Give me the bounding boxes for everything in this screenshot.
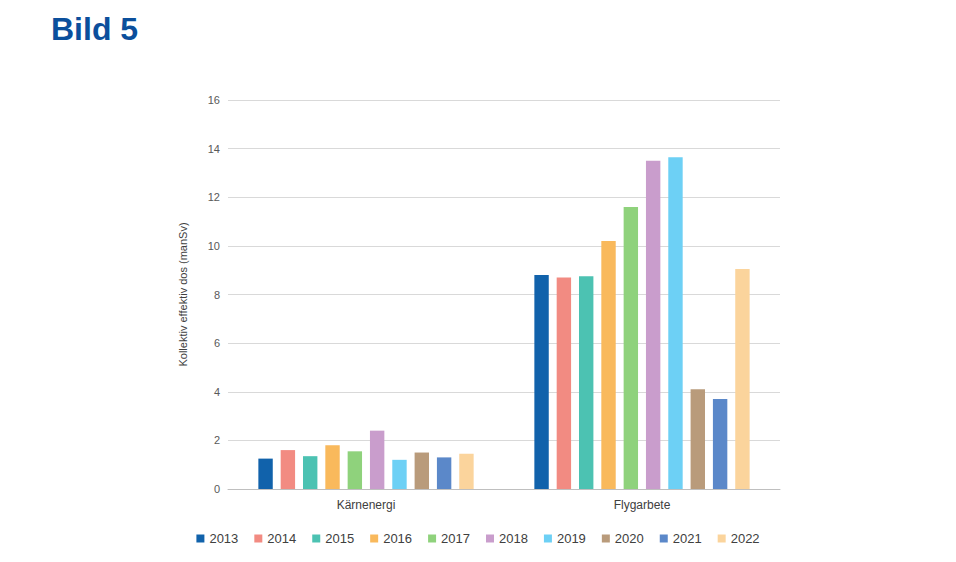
svg-text:Bild 5: Bild 5 (51, 11, 138, 47)
svg-text:10: 10 (208, 240, 220, 252)
svg-text:Kärnenergi: Kärnenergi (337, 498, 396, 512)
svg-text:2019: 2019 (557, 531, 586, 546)
svg-text:2020: 2020 (615, 531, 644, 546)
svg-text:6: 6 (214, 337, 220, 349)
svg-text:16: 16 (208, 94, 220, 106)
svg-text:2018: 2018 (499, 531, 528, 546)
svg-text:4: 4 (214, 386, 220, 398)
svg-text:14: 14 (208, 143, 220, 155)
svg-text:2021: 2021 (673, 531, 702, 546)
svg-text:2014: 2014 (267, 531, 296, 546)
svg-text:2015: 2015 (325, 531, 354, 546)
svg-text:0: 0 (214, 483, 220, 495)
svg-text:8: 8 (214, 289, 220, 301)
svg-text:2013: 2013 (209, 531, 238, 546)
svg-text:Flygarbete: Flygarbete (614, 498, 671, 512)
svg-text:2: 2 (214, 434, 220, 446)
svg-text:2016: 2016 (383, 531, 412, 546)
svg-text:12: 12 (208, 191, 220, 203)
svg-text:2022: 2022 (731, 531, 760, 546)
svg-text:Kollektiv effektiv dos (manSv): Kollektiv effektiv dos (manSv) (177, 222, 189, 366)
svg-text:2017: 2017 (441, 531, 470, 546)
